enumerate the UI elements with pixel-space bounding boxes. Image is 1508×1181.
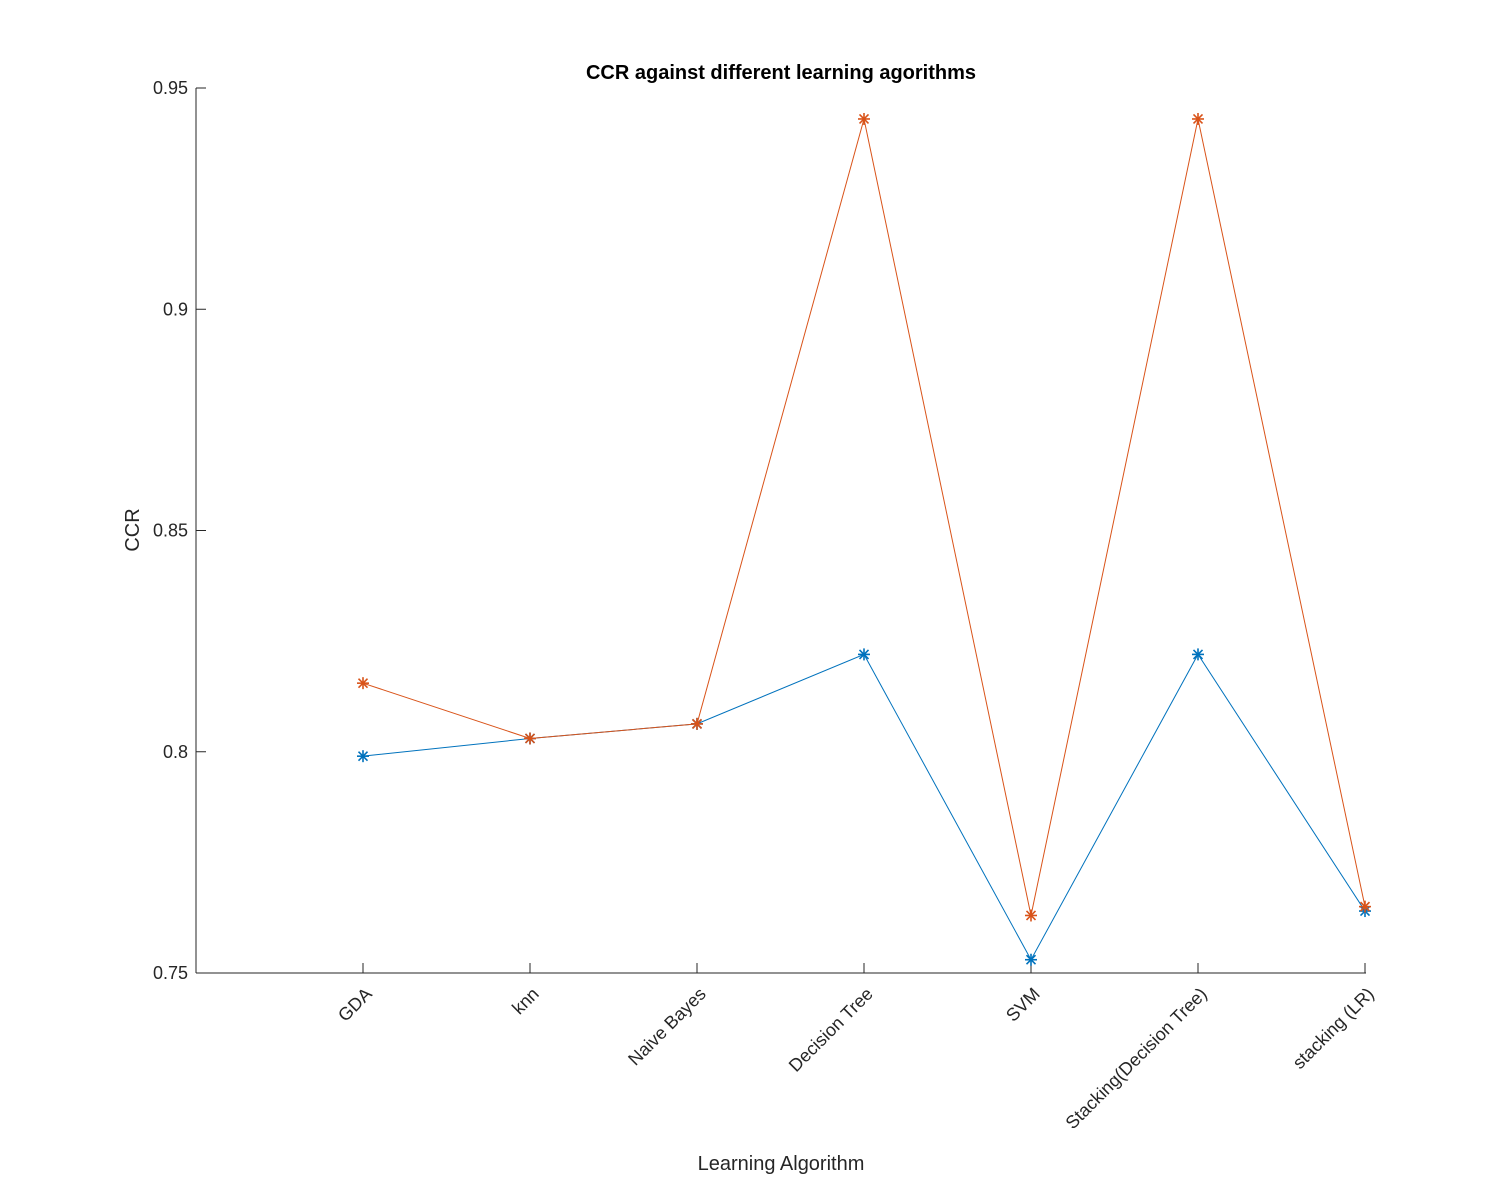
data-point <box>1192 648 1204 661</box>
x-tick-label: Decision Tree <box>785 984 877 1076</box>
series-1 <box>357 648 1371 966</box>
series-line <box>362 118 1366 916</box>
data-point <box>524 732 536 745</box>
chart-title: CCR against different learning agorithms <box>586 62 976 84</box>
plot-area <box>357 112 1371 966</box>
data-point <box>691 717 703 730</box>
data-point <box>1025 953 1037 966</box>
y-tick-label: 0.9 <box>163 299 188 319</box>
y-tick-label: 0.95 <box>153 78 188 98</box>
data-point <box>357 750 369 763</box>
y-tick-label: 0.8 <box>163 742 188 762</box>
y-axis-label: CCR <box>122 508 144 551</box>
y-tick-label: 0.85 <box>153 521 188 541</box>
y-tick-label: 0.75 <box>153 963 188 983</box>
data-point <box>357 677 369 690</box>
data-point <box>858 112 870 125</box>
series-2 <box>357 112 1371 922</box>
axes: 0.75 0.8 0.85 0.9 0.95 GDA knn Naive Bayes Decis… <box>153 78 1378 1133</box>
x-tick-label: stacking (LR) <box>1289 984 1378 1073</box>
x-tick-label: Stacking(Decision Tree) <box>1062 984 1211 1133</box>
data-point <box>1192 112 1204 125</box>
data-point <box>1025 909 1037 922</box>
x-tick-label: knn <box>508 984 543 1019</box>
data-point <box>1359 900 1371 913</box>
x-axis-label: Learning Algorithm <box>698 1153 865 1175</box>
data-point <box>858 648 870 661</box>
x-tick-label: SVM <box>1002 984 1044 1026</box>
series-line <box>362 653 1366 961</box>
x-tick-label: Naive Bayes <box>624 984 710 1070</box>
x-tick-label: GDA <box>334 984 376 1026</box>
